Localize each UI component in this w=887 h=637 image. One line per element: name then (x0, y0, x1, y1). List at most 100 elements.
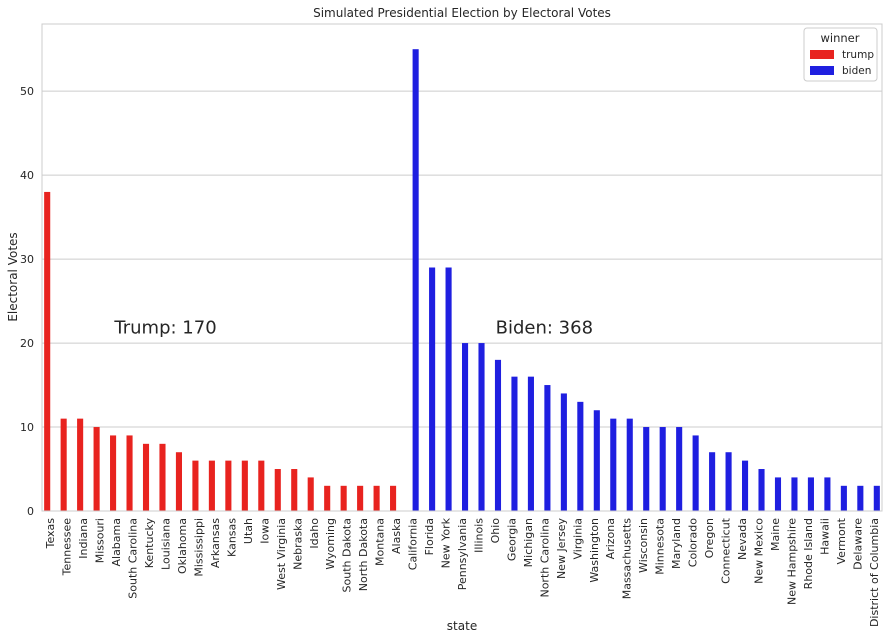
x-tick-label: Wisconsin (637, 518, 650, 573)
bar-trump (93, 427, 100, 511)
x-tick-label: Idaho (308, 518, 321, 549)
bar-biden (774, 477, 782, 511)
legend-label-trump: trump (842, 49, 874, 61)
y-tick-label: 40 (20, 169, 34, 182)
x-tick-label: New Jersey (555, 518, 568, 580)
x-tick-label: Michigan (522, 518, 535, 567)
x-tick-label: Rhode Island (802, 518, 815, 589)
x-tick-label: Washington (588, 518, 601, 583)
x-tick-label: South Dakota (341, 518, 354, 592)
bar-trump (60, 418, 67, 511)
x-tick-label: New York (440, 517, 453, 568)
bar-biden (577, 401, 584, 511)
x-tick-label: Colorado (687, 518, 700, 567)
x-tick-label: New Mexico (752, 518, 765, 584)
x-tick-label: Florida (423, 518, 436, 555)
bar-biden (791, 477, 798, 511)
annotation: Trump: 170 (113, 318, 216, 339)
x-tick-label: North Dakota (357, 518, 370, 591)
bar-biden (758, 469, 765, 511)
bar-biden (857, 485, 864, 511)
legend-label-biden: biden (842, 65, 871, 77)
annotations: Trump: 170 Biden: 368 (113, 318, 593, 339)
bar-biden (725, 452, 732, 511)
bar-trump (110, 435, 117, 511)
legend: winner trump biden (803, 27, 878, 82)
bar-biden (824, 477, 831, 511)
legend-swatch-biden (810, 66, 834, 75)
x-tick-label: Illinois (472, 518, 485, 553)
bar-biden (692, 435, 699, 511)
bar-biden (659, 427, 666, 511)
bars (44, 49, 880, 511)
y-tick-label: 50 (20, 85, 34, 98)
bar-trump (340, 485, 347, 511)
bar-trump (44, 191, 51, 511)
x-tick-label: Oklahoma (176, 518, 189, 574)
bar-trump (274, 469, 281, 511)
bar-trump (390, 485, 397, 511)
x-tick-label: Mississippi (192, 518, 205, 577)
bar-trump (241, 460, 248, 511)
bar-trump (291, 469, 298, 511)
x-tick-label: Vermont (835, 517, 848, 564)
bar-trump (324, 485, 331, 511)
x-tick-label: Louisiana (160, 518, 173, 570)
x-tick-label: Iowa (258, 518, 271, 544)
bar-biden (494, 359, 502, 511)
bar-biden (593, 410, 600, 511)
x-tick-label: District of Columbia (868, 518, 881, 627)
x-tick-label: Wyoming (324, 518, 337, 570)
x-tick-label: Arkansas (209, 518, 222, 568)
bar-biden (527, 376, 534, 511)
bar-biden (873, 485, 880, 511)
bar-biden (676, 427, 683, 511)
bar-trump (307, 477, 314, 511)
x-tick-label: Massachusetts (621, 518, 634, 600)
x-tick-label: Indiana (77, 518, 90, 559)
x-tick-labels: Texas Tennessee Indiana Missouri Alabama Sout… (44, 517, 881, 627)
bar-biden (709, 452, 716, 511)
bar-biden (412, 49, 419, 511)
x-tick-label: South Carolina (127, 518, 140, 599)
bar-biden (742, 460, 749, 511)
y-axis-label: Electoral Votes (6, 232, 20, 321)
x-axis-label: state (447, 619, 477, 633)
x-tick-label: Kentucky (143, 518, 156, 569)
x-tick-label: Maine (769, 518, 782, 551)
annotation: Biden: 368 (496, 318, 593, 339)
x-tick-label: Virginia (571, 518, 584, 559)
bar-biden (478, 343, 485, 511)
x-tick-label: Arizona (604, 518, 617, 559)
bar-trump (258, 460, 265, 511)
x-tick-label: West Virginia (275, 518, 288, 590)
bar-biden (560, 393, 567, 511)
x-tick-label: Utah (242, 518, 255, 544)
x-tick-label: Minnesota (654, 518, 667, 575)
bar-biden (462, 343, 469, 511)
x-tick-label: Nevada (736, 518, 749, 560)
bar-trump (357, 485, 364, 511)
bar-trump (225, 460, 232, 511)
bar-biden (643, 427, 650, 511)
bar-biden (511, 376, 518, 511)
x-tick-label: Hawaii (818, 518, 831, 555)
y-tick-label: 30 (20, 253, 34, 266)
bar-trump (175, 452, 182, 511)
x-tick-label: Texas (44, 518, 57, 550)
x-tick-label: Alabama (110, 518, 123, 567)
y-tick-label: 0 (27, 505, 34, 518)
legend-swatch-trump (810, 50, 834, 59)
x-tick-label: Alaska (390, 518, 403, 554)
y-tick-labels: 0 10 20 30 40 50 (20, 85, 34, 518)
bar-biden (626, 418, 633, 511)
bar-trump (77, 418, 84, 511)
bar-trump (142, 443, 150, 511)
bar-trump (159, 443, 166, 511)
bar-trump (373, 485, 380, 511)
bar-trump (208, 460, 215, 511)
y-tick-label: 10 (20, 421, 34, 434)
x-tick-label: Montana (374, 518, 387, 566)
plot-frame (41, 23, 883, 512)
